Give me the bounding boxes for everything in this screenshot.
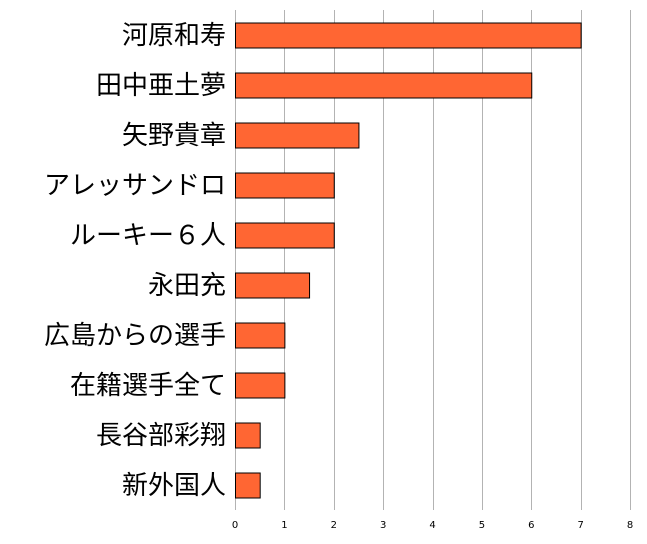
category-label: 矢野貴章: [122, 121, 226, 151]
category-label: 広島からの選手: [44, 321, 226, 351]
x-tick-label: 6: [528, 520, 534, 531]
x-tick-label: 5: [479, 520, 485, 531]
x-tick-labels: 0 1 2 3 4 5 6 7 8: [232, 520, 633, 531]
bar: [235, 472, 261, 499]
bar: [235, 222, 335, 249]
bar: [235, 172, 335, 199]
category-labels: 河原和寿田中亜土夢矢野貴章アレッサンドロルーキー６人永田充広島からの選手在籍選手…: [44, 21, 226, 501]
x-tick-label: 8: [627, 520, 633, 531]
category-label: 新外国人: [122, 471, 226, 501]
bar: [235, 422, 261, 449]
bar: [235, 372, 286, 399]
bars: [235, 22, 582, 499]
category-label: 在籍選手全て: [70, 371, 226, 401]
bar: [235, 122, 360, 149]
category-label: アレッサンドロ: [44, 171, 226, 201]
bar: [235, 272, 311, 299]
bar: [235, 72, 533, 99]
x-tick-label: 7: [577, 520, 583, 531]
category-label: 田中亜土夢: [96, 71, 226, 101]
x-tick-label: 3: [380, 520, 386, 531]
category-label: 河原和寿: [122, 21, 226, 51]
x-tick-label: 0: [232, 520, 238, 531]
bar: [235, 322, 286, 349]
x-tick-label: 1: [281, 520, 287, 531]
category-label: 長谷部彩翔: [96, 421, 226, 451]
bar: [235, 22, 582, 49]
x-tick-label: 2: [331, 520, 337, 531]
category-label: ルーキー６人: [70, 221, 226, 251]
x-tick-label: 4: [429, 520, 435, 531]
category-label: 永田充: [148, 271, 226, 301]
